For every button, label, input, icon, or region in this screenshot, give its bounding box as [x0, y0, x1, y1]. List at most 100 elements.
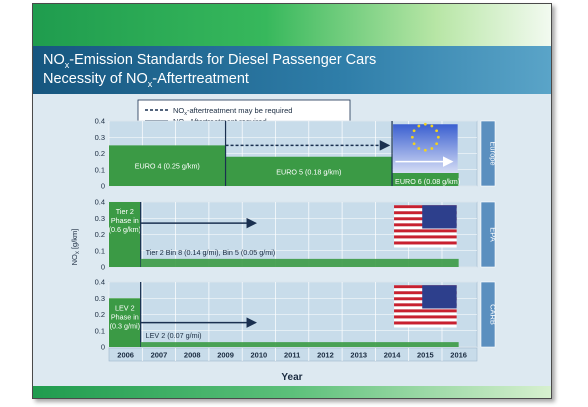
- title-line-2-rest: -Aftertreatment: [152, 71, 249, 87]
- phase-in-label-2: Phase in: [111, 312, 139, 321]
- region-label: EPA: [489, 227, 498, 241]
- x-tick-label: 2009: [217, 351, 234, 360]
- x-axis-label: Year: [281, 372, 302, 383]
- title-band: NOx-Emission Standards for Diesel Passen…: [33, 46, 551, 94]
- eu-flag-star: [412, 142, 416, 146]
- us-flag-stripe: [394, 324, 457, 328]
- us-flag-stripe: [394, 321, 457, 325]
- us-flag-stripe: [394, 235, 457, 239]
- phase-in-bar: [109, 202, 141, 267]
- phase-in-label: Tier 2: [116, 207, 134, 216]
- title-line-2: Necessity of NOx-Aftertreatment: [43, 71, 249, 89]
- x-tick-label: 2012: [317, 351, 334, 360]
- phase-in-label: LEV 2: [115, 303, 135, 312]
- phase-in-value: (0.6 g/km): [109, 225, 141, 234]
- segment-label: EURO 5 (0.18 g/km): [276, 167, 341, 176]
- y-tick-label: 0.3: [95, 214, 105, 223]
- title-line-1-prefix: NO: [43, 52, 65, 68]
- eu-flag-star: [417, 124, 421, 128]
- eu-flag-star: [423, 148, 427, 152]
- bottom-decorative-band: [33, 386, 551, 398]
- y-tick-label: 0: [101, 263, 105, 272]
- region-box: [480, 120, 496, 187]
- eu-flag-star: [412, 129, 416, 133]
- y-tick-label: 0.2: [95, 149, 105, 158]
- top-decorative-band: [33, 4, 551, 46]
- title-line-2-subscript: x: [147, 78, 153, 89]
- x-tick-label: 2006: [117, 351, 134, 360]
- y-tick-label: 0.2: [95, 310, 105, 319]
- us-flag-stripe: [394, 241, 457, 245]
- x-tick-label: 2016: [450, 351, 467, 360]
- us-flag-canton: [422, 205, 457, 229]
- legend-item-may-require: NOx-aftertreatment may be required: [173, 106, 292, 117]
- segment-bar: [109, 145, 226, 186]
- x-tick-label: 2015: [417, 351, 434, 360]
- phase-in-value: (0.3 g/mi): [110, 321, 140, 330]
- eu-flag-star: [410, 135, 414, 139]
- y-tick-label: 0.1: [95, 165, 105, 174]
- slide-frame: NOx-Emission Standards for Diesel Passen…: [32, 3, 552, 399]
- chart-panels: 0 0.1 0.2 0.3 0.4 EURO 4 (0.25 g/km) EURO 5 (0…: [95, 117, 498, 352]
- us-flag-stripe: [394, 238, 457, 242]
- y-tick-label: 0.3: [95, 133, 105, 142]
- us-flag-stripe: [394, 229, 457, 233]
- x-axis-band: [108, 347, 478, 362]
- segment-bar: [140, 342, 459, 347]
- us-flag-stripe: [394, 232, 457, 236]
- segment-label: EURO 6 (0.08 g/km): [395, 177, 460, 186]
- region-box: [480, 281, 496, 348]
- x-tick-label: 2010: [251, 351, 268, 360]
- eu-flag-star: [430, 124, 434, 128]
- segment-bar: [225, 156, 393, 186]
- eu-flag-star: [430, 147, 434, 150]
- us-flag-stripe: [394, 315, 457, 319]
- us-flag-stripe: [394, 312, 457, 316]
- x-tick-label: 2014: [384, 351, 402, 360]
- x-axis-ticks: 2006 2007 2008 2009 2010 2011 2012 2013 2014 2015…: [108, 347, 478, 362]
- eu-flag-star: [436, 135, 440, 139]
- y-tick-label: 0.4: [95, 198, 105, 207]
- title-line-1-subscript: x: [64, 59, 70, 70]
- us-flag-stripe: [394, 244, 457, 248]
- panel-europe: 0 0.1 0.2 0.3 0.4 EURO 4 (0.25 g/km) EURO 5 (0…: [95, 117, 498, 191]
- segment-label: EURO 4 (0.25 g/km): [135, 162, 200, 171]
- eu-flag-star: [435, 142, 439, 146]
- y-tick-label: 0: [101, 182, 105, 191]
- title-line-2-prefix: Necessity of NO: [43, 71, 148, 87]
- eu-flag-star: [423, 122, 427, 126]
- region-label: CARB: [489, 304, 498, 325]
- emissions-chart: NOx-aftertreatment may be required NOx-A…: [70, 99, 498, 383]
- y-tick-label: 0.4: [95, 278, 105, 287]
- phase-in-label-2: Phase in: [111, 216, 139, 225]
- x-tick-label: 2008: [184, 351, 201, 360]
- region-label: Europe: [489, 141, 498, 165]
- y-tick-label: 0.1: [95, 246, 105, 255]
- us-flag: [394, 205, 457, 248]
- title-line-1-rest: -Emission Standards for Diesel Passenger…: [69, 52, 377, 68]
- y-tick-label: 0.1: [95, 326, 105, 335]
- eu-flag-star: [417, 147, 421, 150]
- us-flag: [394, 285, 457, 328]
- eu-flag-star: [435, 129, 439, 133]
- y-tick-label: 0.3: [95, 294, 105, 303]
- segment-bar: [140, 258, 459, 267]
- y-tick-label: 0.4: [95, 117, 105, 126]
- us-flag-canton: [422, 285, 457, 309]
- y-tick-label: 0: [101, 343, 105, 352]
- y-tick-label: 0.2: [95, 230, 105, 239]
- x-tick-label: 2011: [284, 351, 300, 360]
- segment-label: LEV 2 (0.07 g/mi): [146, 331, 202, 340]
- phase-in-bar: [109, 298, 141, 347]
- title-line-1: NOx-Emission Standards for Diesel Passen…: [43, 52, 376, 70]
- region-box: [480, 201, 496, 268]
- us-flag-stripe: [394, 318, 457, 322]
- segment-bar: [392, 173, 459, 186]
- x-tick-label: 2007: [151, 351, 168, 360]
- segment-label: Tier 2 Bin 8 (0.14 g/mi), Bin 5 (0.05 g/…: [146, 248, 276, 257]
- us-flag-stripe: [394, 309, 457, 313]
- x-tick-label: 2013: [350, 351, 367, 360]
- y-axis-label: NOx [g/km]: [70, 229, 81, 266]
